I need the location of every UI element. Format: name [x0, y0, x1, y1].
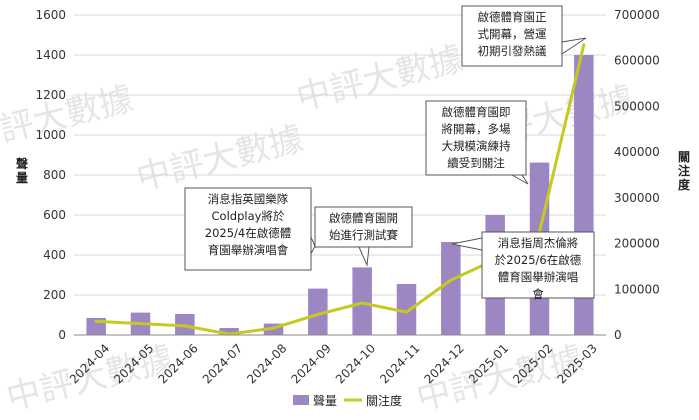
y2-axis-title: 關注度 [678, 150, 691, 192]
legend-swatch-bar [293, 395, 309, 405]
callout-text: 續受到關注 [447, 156, 505, 170]
legend-label-bar: 聲量 [313, 393, 337, 408]
y-tick-label: 200 [43, 288, 66, 302]
line-point-2024-09 [316, 312, 320, 316]
x-tick-label: 2024-09 [289, 341, 334, 386]
line-point-2024-11 [405, 310, 408, 314]
y-tick-label: 600 [43, 208, 66, 222]
x-tick-label: 2024-08 [244, 341, 289, 386]
callout-box [314, 206, 413, 248]
bar-2024-11 [396, 284, 417, 335]
callout-text: 體育園舉辦演唱 [498, 270, 579, 284]
x-tick-label: 2024-07 [200, 341, 245, 386]
watermark-text: 中評大數據 [0, 79, 137, 159]
line-point-2024-12 [449, 278, 453, 282]
legend: 聲量 關注度 [293, 393, 402, 408]
callout-box [184, 187, 312, 271]
line-point-2024-10 [360, 301, 364, 305]
callout-pointer [358, 246, 370, 267]
callout-text: Coldplay將於 [212, 209, 285, 223]
line-point-2025-03 [582, 43, 586, 47]
y-tick-label: 400 [43, 248, 66, 262]
callout-text: 2025/4在啟德體 [205, 226, 291, 240]
legend-label-line: 關注度 [366, 393, 402, 408]
callout-text: 育園舉辦演唱會 [208, 243, 289, 257]
callout-text: 會 [532, 287, 544, 301]
y-tick-label: 1600 [35, 8, 66, 22]
callout-text: 消息指周杰倫將 [498, 236, 579, 250]
y2-tick-label: 100000 [614, 282, 660, 296]
line-point-2024-05 [139, 322, 142, 326]
y2-tick-label: 200000 [614, 237, 660, 251]
callout-text: 啟德體育園開 [329, 211, 398, 225]
callout-text: 於2025/6在啟德 [495, 253, 582, 267]
y2-tick-label: 0 [614, 328, 622, 342]
y2-tick-label: 500000 [614, 99, 660, 113]
callout-text: 大規模演練持 [442, 139, 511, 153]
y-tick-label: 1000 [35, 128, 66, 142]
bar-2024-07 [219, 328, 239, 335]
callout-pointer [510, 174, 529, 185]
x-tick-label: 2024-10 [333, 341, 378, 386]
y-tick-label: 800 [43, 168, 66, 182]
line-point-2024-06 [183, 324, 187, 328]
y-tick-label: 0 [58, 328, 66, 342]
callout-text: 啟德體育園即 [442, 105, 511, 119]
y-tick-label: 1400 [35, 48, 66, 62]
bar-2024-09 [308, 288, 328, 335]
y2-tick-label: 600000 [614, 54, 660, 68]
callout-pointer [310, 236, 316, 254]
y-tick-label: 1200 [35, 88, 66, 102]
callout-text: 初期引發熱議 [478, 44, 547, 58]
callout-text: 啟德體育園正 [478, 10, 547, 24]
callout-text: 將開幕，多場 [442, 122, 511, 136]
bar-2024-10 [352, 267, 372, 335]
bar-2024-12 [441, 242, 461, 335]
callout-box [461, 5, 563, 67]
y2-tick-label: 700000 [614, 8, 660, 22]
callout-text: 始進行測試賽 [329, 228, 398, 242]
watermark-text: 中評大數據 [133, 119, 308, 199]
callout-box [481, 231, 595, 299]
line-point-2024-08 [272, 326, 275, 330]
y-axis-title: 聲量 [16, 156, 28, 185]
callout-text: 消息指英國樂隊 [208, 192, 289, 206]
callout-box [425, 100, 527, 176]
callout-text: 式開幕，營運 [478, 27, 547, 41]
y2-tick-label: 300000 [614, 191, 660, 205]
y2-tick-label: 400000 [614, 145, 660, 159]
line-point-2024-04 [94, 319, 98, 323]
